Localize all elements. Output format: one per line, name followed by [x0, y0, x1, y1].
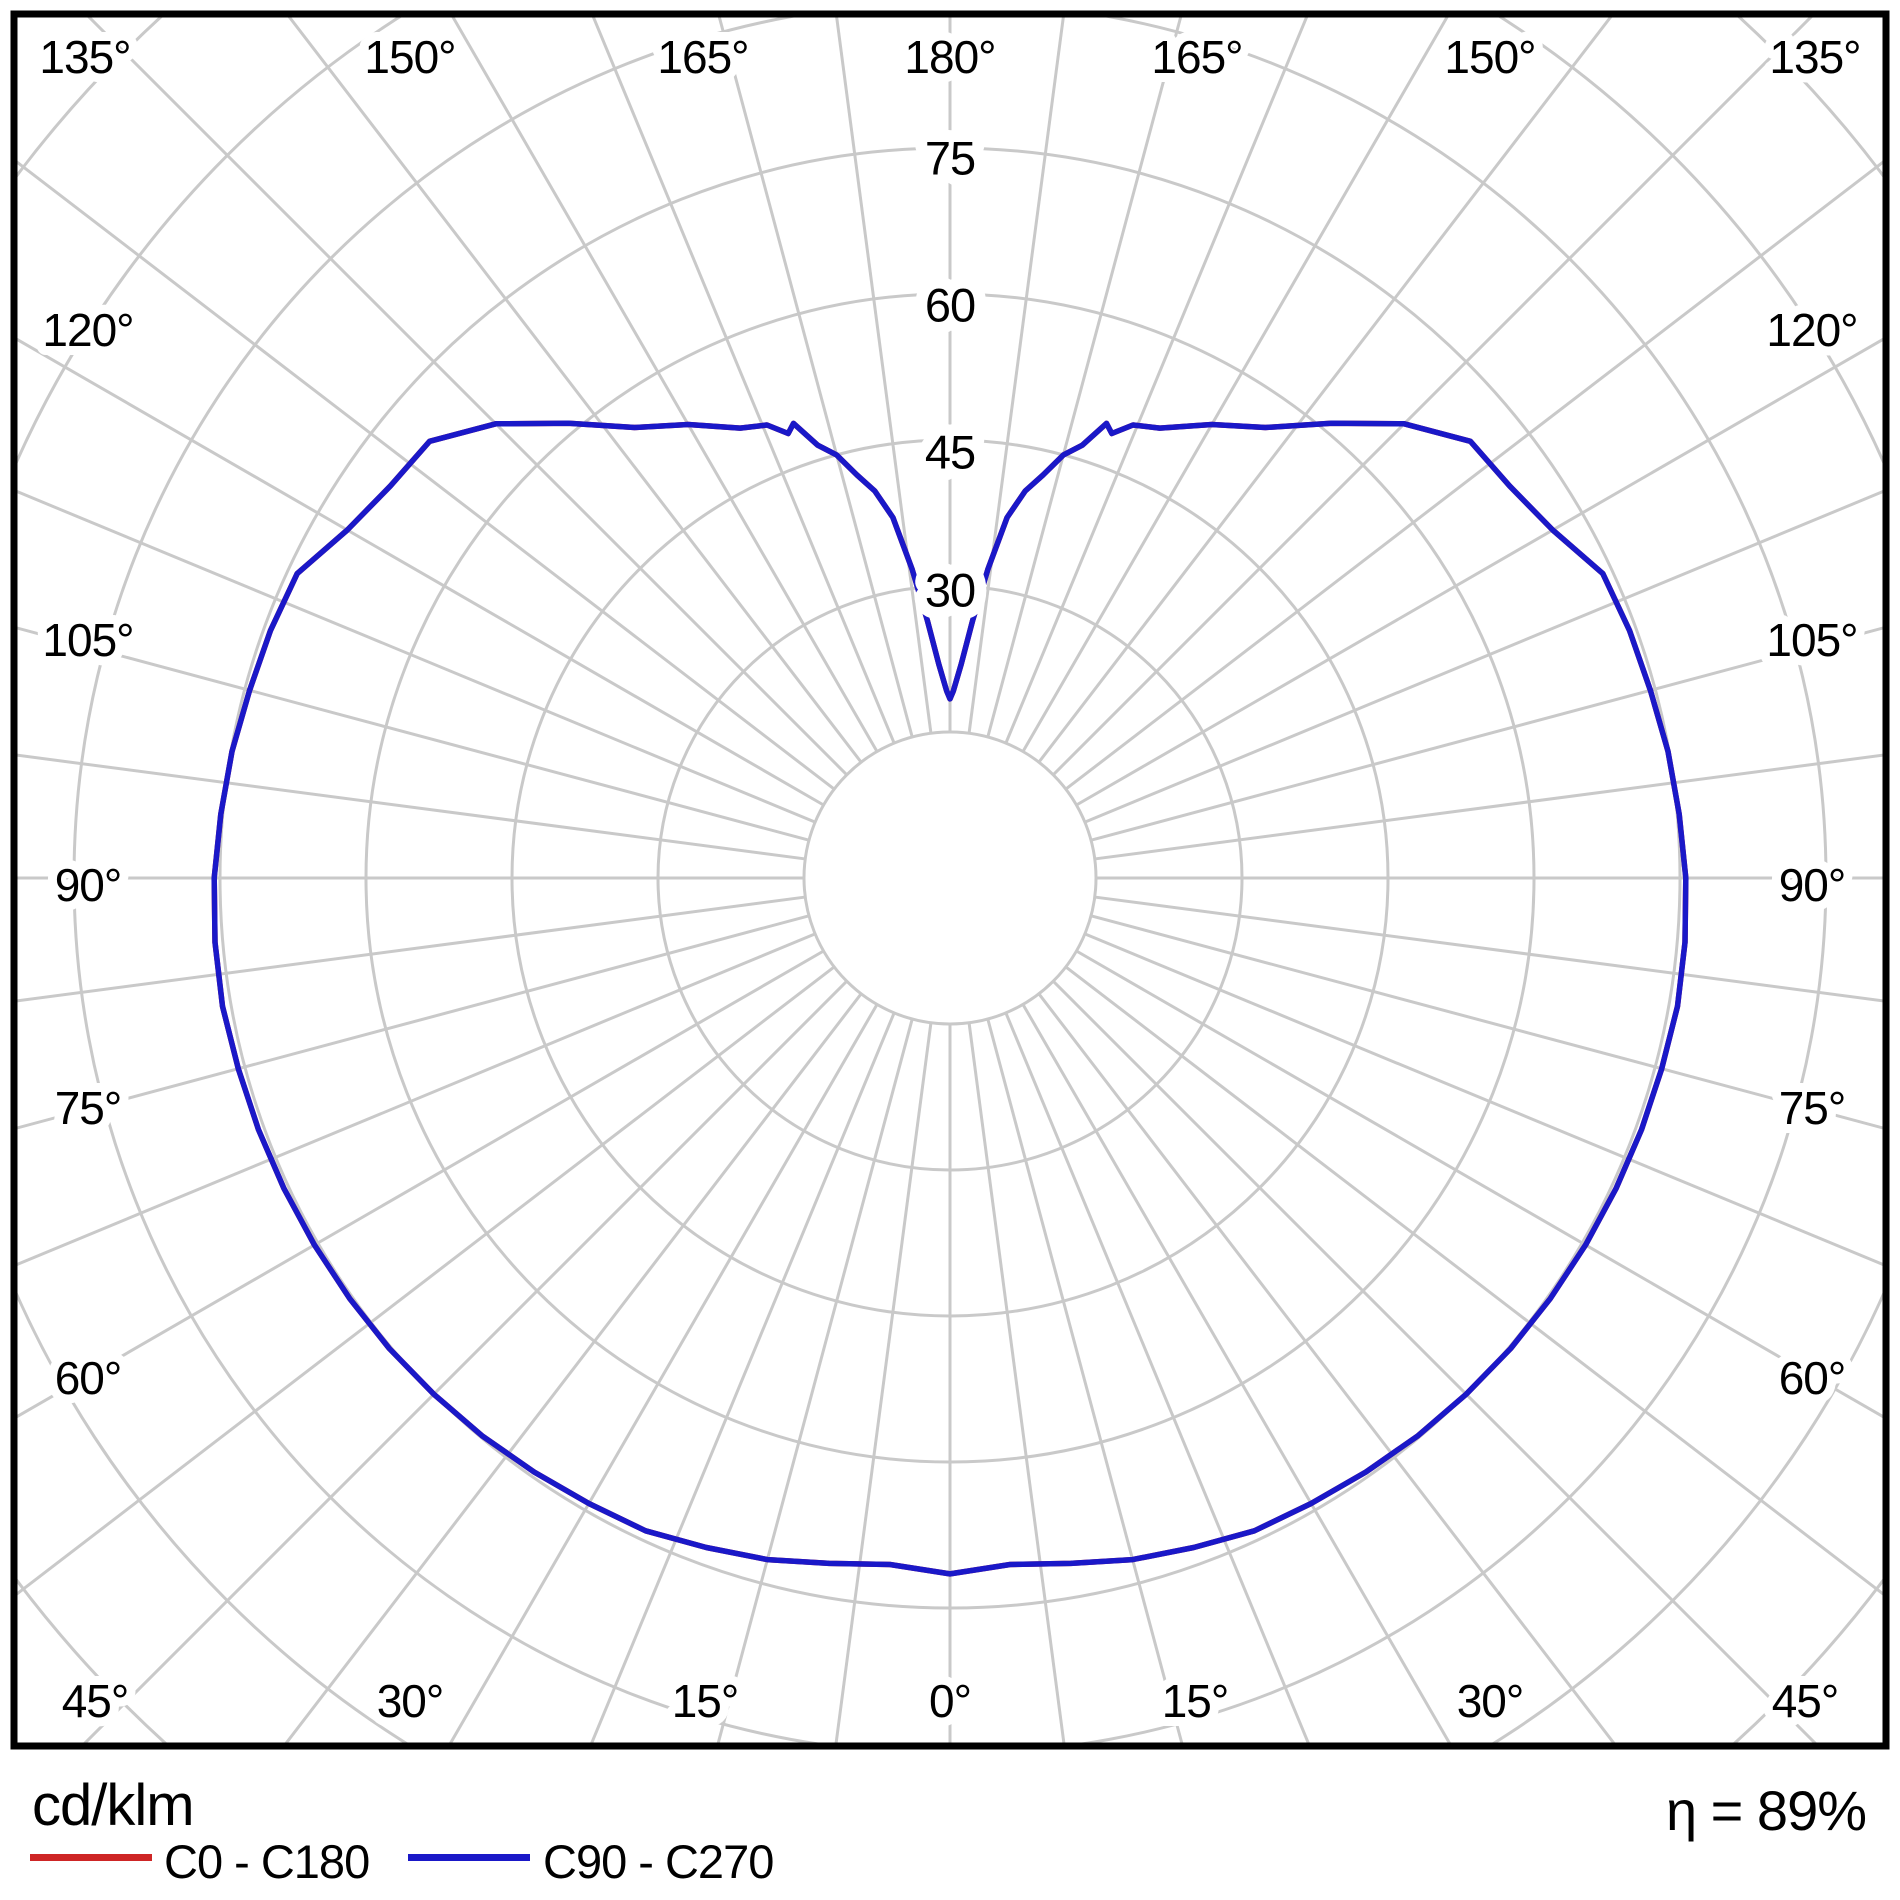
- axis-label: 135°: [39, 31, 130, 83]
- axis-label: 90°: [1779, 859, 1846, 911]
- axis-label: 75°: [1779, 1082, 1846, 1134]
- axis-label: 60°: [1779, 1352, 1846, 1404]
- axis-label: 165°: [1151, 31, 1242, 83]
- axis-label: 105°: [42, 614, 133, 666]
- axis-label: 0°: [929, 1675, 971, 1727]
- axis-label: 60°: [55, 1352, 122, 1404]
- legend-label-c0-c180: C0 - C180: [164, 1835, 370, 1888]
- chart-frame: [10, 10, 1890, 1750]
- units-label: cd/klm: [32, 1773, 195, 1838]
- axis-label: 165°: [657, 31, 748, 83]
- axis-label: 135°: [1769, 31, 1860, 83]
- axis-label: 30°: [377, 1675, 444, 1727]
- axis-label: 15°: [1162, 1675, 1229, 1727]
- axis-label: 150°: [364, 31, 455, 83]
- axis-label: 15°: [672, 1675, 739, 1727]
- axis-label: 75°: [55, 1082, 122, 1134]
- legend-swatch-c0-c180: [30, 1854, 152, 1861]
- axis-label: 75: [925, 132, 975, 185]
- axis-label: 45: [925, 426, 975, 479]
- axis-label: 60: [925, 279, 975, 332]
- intensity-curves: [211, 420, 1689, 1577]
- axis-label: 105°: [1766, 614, 1857, 666]
- legend-label-c90-c270: C90 - C270: [543, 1835, 774, 1888]
- axis-label: 180°: [904, 31, 995, 83]
- axis-label: 120°: [1766, 304, 1857, 356]
- axis-label: 45°: [1772, 1675, 1839, 1727]
- axis-label: 90°: [55, 859, 122, 911]
- angle-axis-labels: 135° 150° 165° 180° 165° 150° 135° 120° 105° 90° 7…: [30, 22, 1870, 1736]
- efficiency-value: η = 89%: [1665, 1779, 1867, 1842]
- curve-c90-c270: [211, 420, 1689, 1577]
- axis-label: 120°: [42, 304, 133, 356]
- axis-label: 30: [925, 564, 975, 617]
- axis-label: 45°: [62, 1675, 129, 1727]
- axis-label: 30°: [1457, 1675, 1524, 1727]
- legend-swatch-c90-c270: [408, 1854, 530, 1861]
- axis-label: 150°: [1444, 31, 1535, 83]
